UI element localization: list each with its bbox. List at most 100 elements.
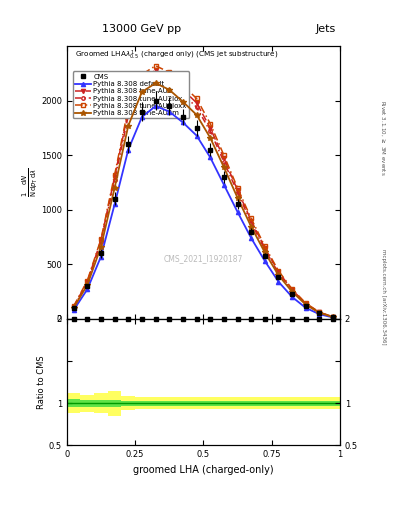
Pythia 8.308 tune-AU2lox (85, 280, 90, 286)
Pythia 8.308 tune-AU2loxx (85, 278, 90, 284)
Line: Pythia 8.308 default: Pythia 8.308 default (72, 104, 335, 319)
Pythia 8.308 default (276, 279, 281, 285)
Text: mcplots.cern.ch [arXiv:1306.3436]: mcplots.cern.ch [arXiv:1306.3436] (381, 249, 386, 345)
Text: Rivet 3.1.10, $\geq$ 3M events: Rivet 3.1.10, $\geq$ 3M events (379, 100, 387, 176)
Pythia 8.308 tune-AU2m (167, 87, 172, 93)
Y-axis label: $\frac{1}{\mathrm{N}}\frac{\mathrm{d}N}{\mathrm{d}p_{\mathrm{T}}\,\mathrm{d}\lam: $\frac{1}{\mathrm{N}}\frac{\mathrm{d}N}{… (20, 167, 40, 197)
Pythia 8.308 tune-AU2lox (153, 71, 158, 77)
Pythia 8.308 tune-AU2loxx (249, 216, 253, 222)
Pythia 8.308 default (263, 258, 267, 264)
Pythia 8.308 tune-AU2lox (276, 270, 281, 276)
Pythia 8.308 tune-AU2m (222, 164, 226, 170)
Pythia 8.308 tune-AU2loxx (167, 69, 172, 75)
Text: CMS_2021_I1920187: CMS_2021_I1920187 (164, 254, 243, 263)
Pythia 8.308 default (112, 201, 117, 207)
Pythia 8.308 tune-AU2lox (290, 288, 294, 294)
Pythia 8.308 tune-AU2 (167, 74, 172, 80)
Pythia 8.308 default (290, 294, 294, 300)
Pythia 8.308 tune-AU2m (85, 282, 90, 288)
Pythia 8.308 default (126, 146, 130, 153)
Pythia 8.308 tune-AU2 (85, 279, 90, 285)
Pythia 8.308 default (194, 133, 199, 139)
Pythia 8.308 default (167, 109, 172, 115)
Pythia 8.308 tune-AU2m (249, 224, 253, 230)
Pythia 8.308 tune-AU2loxx (180, 82, 185, 89)
Pythia 8.308 tune-AU2loxx (276, 268, 281, 274)
Pythia 8.308 tune-AU2m (263, 249, 267, 255)
X-axis label: groomed LHA (charged-only): groomed LHA (charged-only) (133, 465, 274, 475)
Pythia 8.308 default (153, 103, 158, 109)
Line: Pythia 8.308 tune-AU2m: Pythia 8.308 tune-AU2m (71, 80, 336, 320)
Pythia 8.308 tune-AU2 (71, 304, 76, 310)
Pythia 8.308 tune-AU2m (331, 314, 336, 320)
Pythia 8.308 tune-AU2lox (303, 301, 308, 307)
Pythia 8.308 default (331, 314, 336, 321)
Pythia 8.308 default (140, 114, 144, 120)
Pythia 8.308 tune-AU2m (71, 305, 76, 311)
Pythia 8.308 tune-AU2 (222, 155, 226, 161)
Pythia 8.308 tune-AU2m (235, 195, 240, 201)
Pythia 8.308 tune-AU2lox (208, 128, 213, 134)
Pythia 8.308 tune-AU2 (153, 67, 158, 73)
Pythia 8.308 tune-AU2lox (222, 159, 226, 165)
Pythia 8.308 tune-AU2 (194, 100, 199, 106)
Pythia 8.308 tune-AU2lox (167, 78, 172, 84)
Pythia 8.308 tune-AU2m (303, 302, 308, 308)
Pythia 8.308 default (208, 154, 213, 160)
Pythia 8.308 tune-AU2 (317, 309, 322, 315)
Pythia 8.308 tune-AU2m (208, 135, 213, 141)
Pythia 8.308 tune-AU2lox (140, 80, 144, 86)
Pythia 8.308 tune-AU2loxx (303, 300, 308, 306)
Line: Pythia 8.308 tune-AU2loxx: Pythia 8.308 tune-AU2loxx (72, 64, 335, 318)
Pythia 8.308 tune-AU2loxx (208, 120, 213, 126)
Pythia 8.308 tune-AU2m (153, 80, 158, 86)
Pythia 8.308 tune-AU2 (99, 237, 103, 243)
Pythia 8.308 default (249, 235, 253, 241)
Pythia 8.308 tune-AU2loxx (99, 236, 103, 242)
Pythia 8.308 tune-AU2lox (331, 314, 336, 320)
Text: 13000 GeV pp: 13000 GeV pp (102, 24, 181, 34)
Pythia 8.308 tune-AU2lox (317, 310, 322, 316)
Pythia 8.308 tune-AU2loxx (317, 309, 322, 315)
Pythia 8.308 default (85, 286, 90, 292)
Pythia 8.308 tune-AU2loxx (112, 172, 117, 178)
Pythia 8.308 default (317, 311, 322, 317)
Pythia 8.308 tune-AU2m (317, 310, 322, 316)
Y-axis label: Ratio to CMS: Ratio to CMS (37, 355, 46, 409)
Pythia 8.308 default (99, 253, 103, 260)
Pythia 8.308 tune-AU2 (112, 174, 117, 180)
Pythia 8.308 tune-AU2loxx (331, 314, 336, 320)
Pythia 8.308 tune-AU2 (276, 269, 281, 275)
Pythia 8.308 tune-AU2m (276, 272, 281, 278)
Text: Jets: Jets (316, 24, 336, 34)
Pythia 8.308 tune-AU2lox (235, 189, 240, 196)
Pythia 8.308 tune-AU2lox (263, 246, 267, 252)
Pythia 8.308 tune-AU2lox (126, 113, 130, 119)
Pythia 8.308 tune-AU2loxx (140, 71, 144, 77)
Pythia 8.308 tune-AU2loxx (153, 62, 158, 69)
Pythia 8.308 default (71, 307, 76, 313)
Pythia 8.308 tune-AU2 (303, 301, 308, 307)
Pythia 8.308 tune-AU2loxx (71, 303, 76, 309)
Pythia 8.308 tune-AU2lox (99, 240, 103, 246)
Pythia 8.308 tune-AU2 (290, 287, 294, 293)
Pythia 8.308 tune-AU2loxx (126, 105, 130, 111)
Pythia 8.308 tune-AU2 (249, 218, 253, 224)
Pythia 8.308 default (180, 119, 185, 125)
Pythia 8.308 tune-AU2 (235, 187, 240, 193)
Pythia 8.308 tune-AU2m (112, 185, 117, 191)
Legend: CMS, Pythia 8.308 default, Pythia 8.308 tune-AU2, Pythia 8.308 tune-AU2lox, Pyth: CMS, Pythia 8.308 default, Pythia 8.308 … (73, 71, 189, 118)
Pythia 8.308 tune-AU2 (263, 245, 267, 251)
Pythia 8.308 tune-AU2loxx (222, 152, 226, 158)
Line: Pythia 8.308 tune-AU2lox: Pythia 8.308 tune-AU2lox (72, 73, 335, 318)
Pythia 8.308 tune-AU2m (140, 89, 144, 95)
Pythia 8.308 tune-AU2m (194, 112, 199, 118)
Pythia 8.308 default (222, 182, 226, 188)
Pythia 8.308 tune-AU2m (180, 99, 185, 105)
Pythia 8.308 tune-AU2 (140, 76, 144, 82)
Text: Groomed LHA$\lambda^{1}_{0.5}$ (charged only) (CMS jet substructure): Groomed LHA$\lambda^{1}_{0.5}$ (charged … (75, 49, 278, 62)
Pythia 8.308 tune-AU2lox (112, 177, 117, 183)
Pythia 8.308 tune-AU2m (99, 244, 103, 250)
Pythia 8.308 tune-AU2lox (249, 220, 253, 226)
Pythia 8.308 tune-AU2loxx (263, 243, 267, 249)
